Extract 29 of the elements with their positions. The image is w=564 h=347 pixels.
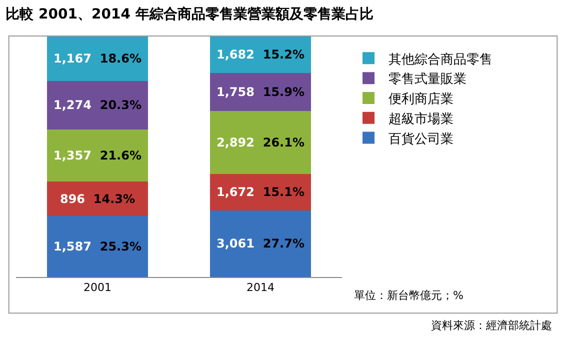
bar — [210, 210, 312, 277]
bar — [46, 36, 148, 81]
data-label: 3,061 27.7% — [216, 236, 304, 251]
bar — [210, 111, 312, 174]
legend-label: 零售式量販業 — [388, 72, 467, 88]
data-label: 1,682 15.2% — [216, 48, 304, 62]
data-label: 896 14.3% — [60, 192, 136, 206]
text: 單位：新台幣億元；% — [354, 289, 464, 302]
legend-label: 百貨公司業 — [388, 132, 454, 147]
bar — [210, 174, 312, 210]
x-tick-label: 2001 — [84, 281, 112, 294]
data-label: 1,672 15.1% — [216, 185, 304, 200]
data-label: 1,587 25.3% — [54, 240, 142, 254]
data-label: 1,167 18.6% — [54, 51, 142, 66]
bar — [46, 182, 148, 216]
bar — [210, 72, 312, 112]
legend-label: 便利商店業 — [388, 91, 454, 108]
chart-title: 比較 2001、2014 年綜合商品零售業營業額及零售業占比 — [6, 5, 374, 22]
legend-label: 超級市場業 — [388, 112, 454, 127]
bar — [46, 80, 148, 130]
source-note: 資料來源：經濟部統計處 — [431, 319, 552, 332]
x-tick-label: 2014 — [246, 281, 274, 294]
bar — [46, 216, 148, 277]
legend-label: 其他綜合商品零售 — [388, 52, 493, 68]
bar — [46, 130, 148, 182]
data-label: 1,758 15.9% — [216, 84, 304, 99]
data-label: 1,357 21.6% — [54, 148, 142, 163]
data-label: 2,892 26.1% — [216, 136, 304, 150]
data-label: 1,274 20.3% — [54, 98, 142, 112]
